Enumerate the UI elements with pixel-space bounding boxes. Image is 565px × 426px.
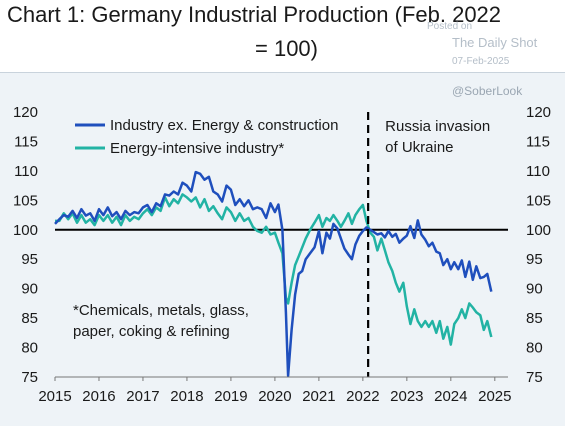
chart-note-line1: *Chemicals, metals, glass, <box>73 302 249 319</box>
title-box: Chart 1: Germany Industrial Production (… <box>0 0 565 73</box>
y-tick-right-90: 90 <box>526 281 543 298</box>
y-tick-left-85: 85 <box>21 310 38 327</box>
y-tick-left-75: 75 <box>21 369 38 386</box>
y-tick-left-105: 105 <box>13 192 38 209</box>
y-tick-right-120: 120 <box>526 104 551 121</box>
y-tick-right-110: 110 <box>526 163 550 180</box>
x-tick-2020: 2020 <box>258 388 291 405</box>
x-tick-2017: 2017 <box>126 388 159 405</box>
event-line-group: Russia invasion of Ukraine <box>367 112 490 377</box>
y-tick-left-120: 120 <box>13 104 38 121</box>
series-line-industry <box>54 170 493 378</box>
y-tick-left-95: 95 <box>21 251 38 268</box>
x-tick-2021: 2021 <box>302 388 335 405</box>
y-tick-left-110: 110 <box>14 163 38 180</box>
notes-group: *Chemicals, metals, glass, paper, coking … <box>73 302 249 340</box>
series-line-energy-intensive <box>55 193 493 346</box>
y-tick-right-75: 75 <box>526 369 543 386</box>
chart-title-line2: = 100) <box>255 36 318 61</box>
chart-note-line2: paper, coking & refining <box>73 323 230 340</box>
y-tick-right-115: 115 <box>526 133 550 150</box>
chart-title-line1: Chart 1: Germany Industrial Production (… <box>7 2 502 27</box>
y-tick-left-80: 80 <box>21 340 38 357</box>
axes-group: 75 75 80 80 85 85 90 90 95 95 100 100 105 105 110 110 11… <box>13 104 551 405</box>
x-tick-2023: 2023 <box>390 388 423 405</box>
watermark-handle: @SoberLook <box>452 84 523 98</box>
y-tick-right-85: 85 <box>526 310 543 327</box>
x-tick-2018: 2018 <box>170 388 203 405</box>
y-tick-right-80: 80 <box>526 340 543 357</box>
x-tick-2024: 2024 <box>434 388 467 405</box>
x-tick-2016: 2016 <box>82 388 115 405</box>
legend-label-industry: Industry ex. Energy & construction <box>110 117 338 134</box>
series-group <box>54 170 493 378</box>
watermark-posted-on: Posted on <box>427 21 473 32</box>
y-tick-right-100: 100 <box>526 222 551 239</box>
x-tick-2019: 2019 <box>214 388 247 405</box>
y-tick-left-100: 100 <box>13 222 38 239</box>
legend-group: Industry ex. Energy & construction Energy… <box>75 117 338 157</box>
x-tick-2025: 2025 <box>478 388 511 405</box>
y-tick-right-105: 105 <box>526 192 551 209</box>
watermark-date: 07-Feb-2025 <box>452 56 510 67</box>
x-tick-2015: 2015 <box>38 388 71 405</box>
x-tick-2022: 2022 <box>346 388 379 405</box>
y-tick-left-115: 115 <box>14 133 38 150</box>
y-tick-right-95: 95 <box>526 251 543 268</box>
event-label-line2: of Ukraine <box>385 139 453 156</box>
y-tick-left-90: 90 <box>21 281 38 298</box>
event-label-line1: Russia invasion <box>385 118 490 135</box>
watermark-site: The Daily Shot <box>452 35 538 50</box>
legend-label-energy-intensive: Energy-intensive industry* <box>110 140 284 157</box>
